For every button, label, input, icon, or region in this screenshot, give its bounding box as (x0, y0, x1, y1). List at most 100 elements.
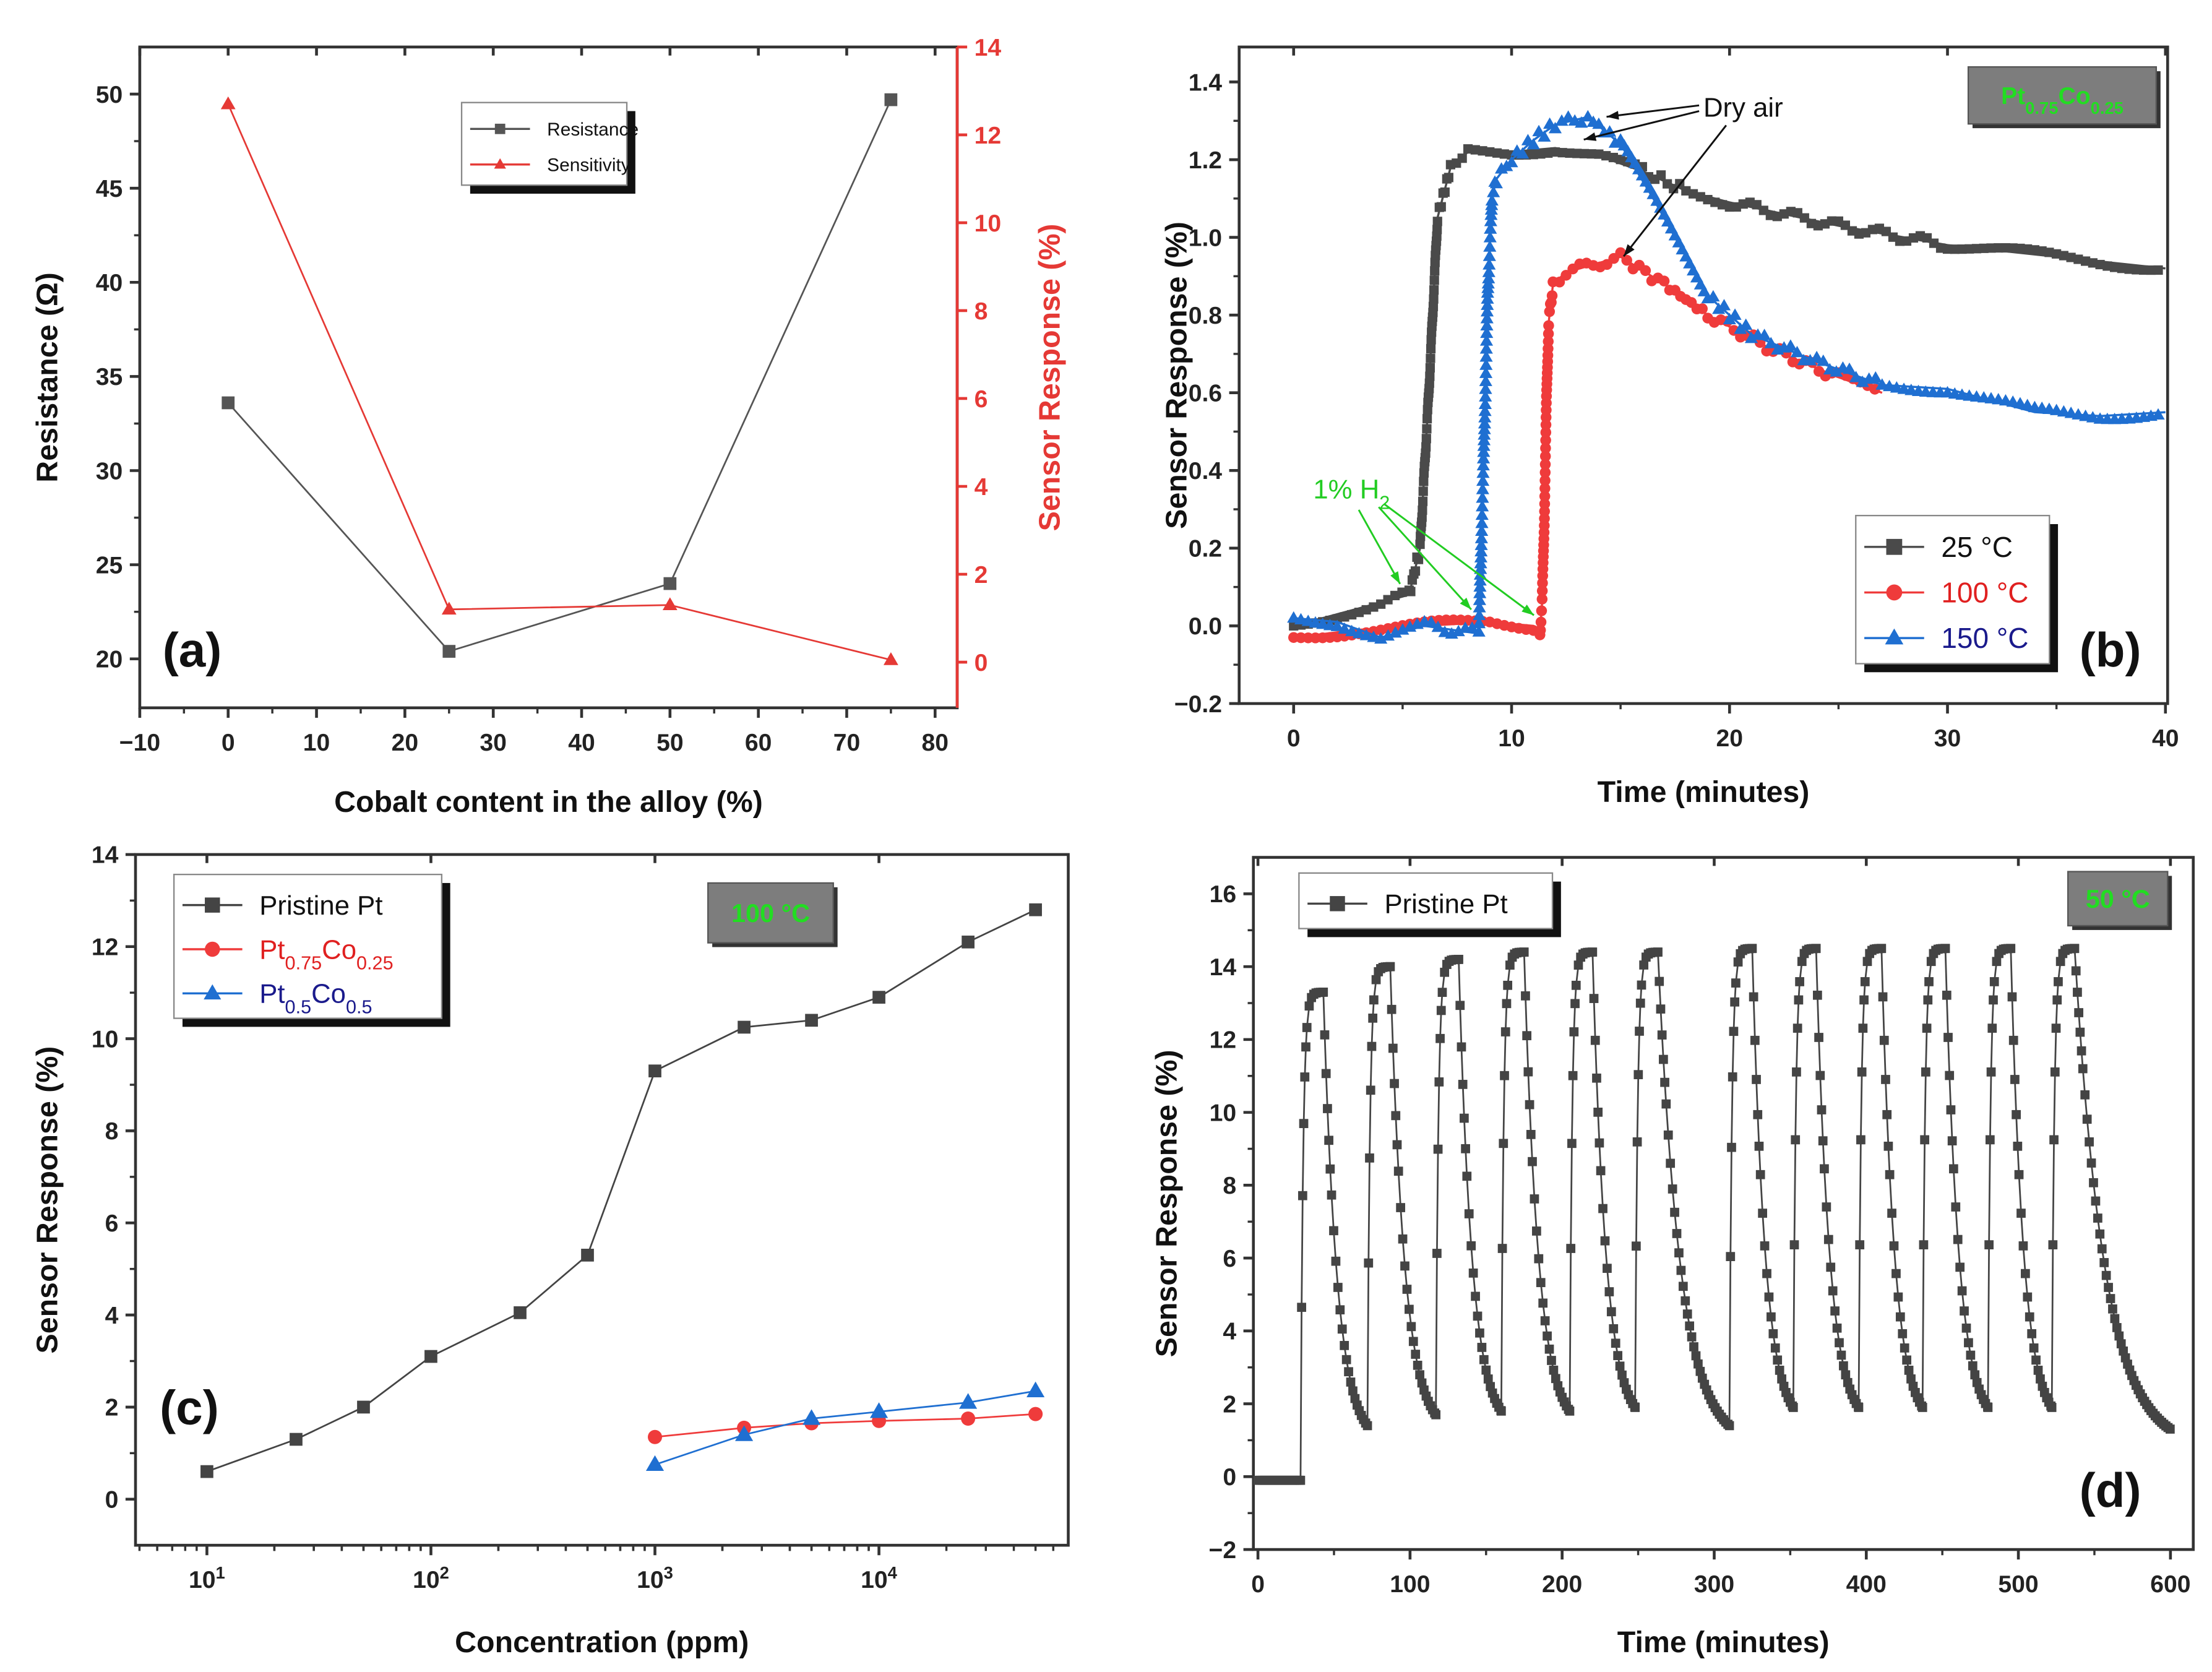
y2-tick-label: 2 (975, 562, 988, 588)
data-point (1581, 110, 1594, 122)
data-point (1455, 1001, 1465, 1011)
data-point (1532, 124, 1546, 137)
data-point (1726, 1252, 1736, 1261)
data-point (1476, 459, 1490, 471)
text-span: Pt (259, 979, 285, 1009)
data-point (1424, 616, 1438, 627)
arrow-h2-100C (1384, 503, 1535, 616)
data-point (1340, 612, 1349, 622)
data-point (442, 645, 456, 658)
data-point (1606, 1307, 1616, 1317)
data-point (1396, 1203, 1406, 1212)
data-point (1923, 995, 1933, 1005)
data-point (2029, 1343, 2039, 1353)
data-point (1750, 1035, 1760, 1045)
data-point (1992, 957, 2002, 967)
badge-box (1967, 66, 2158, 125)
data-point (1752, 1075, 1761, 1084)
x-axis-title: Time (minutes) (1598, 775, 1810, 809)
data-point (1534, 624, 1546, 636)
data-point (805, 1014, 818, 1027)
data-point (2012, 1110, 2021, 1119)
data-point (1592, 1073, 1601, 1083)
data-point (1431, 620, 1445, 632)
y2-tick-label: 8 (975, 298, 988, 325)
data-point (1540, 434, 1551, 446)
data-point (1392, 1140, 1402, 1150)
data-point (1413, 1360, 1422, 1370)
data-point (1344, 1367, 1353, 1377)
legend-label: Resistance (547, 119, 639, 140)
data-point (1481, 1365, 1491, 1375)
data-point (1830, 365, 1843, 377)
annotation-dry-air: Dry air (1703, 93, 1783, 123)
data-point (1854, 1403, 1864, 1412)
data-point (2095, 259, 2105, 270)
data-point (2021, 399, 2034, 410)
data-point (1338, 622, 1351, 634)
y-tick-label: 20 (96, 647, 123, 673)
data-point (1502, 999, 1512, 1009)
data-point (1457, 1042, 1466, 1052)
legend-marker (204, 984, 222, 1000)
data-point (1472, 616, 1486, 629)
data-point (581, 1248, 594, 1262)
legend-label: Sensitivity (547, 155, 630, 175)
data-point (1672, 1229, 1682, 1238)
data-point (1960, 1306, 1969, 1316)
data-point (1362, 1421, 1372, 1431)
data-point (2109, 262, 2120, 272)
data-point (1325, 1164, 1335, 1174)
data-point (2020, 1269, 2030, 1278)
data-point (2086, 1158, 2096, 1168)
data-point (1835, 1338, 1844, 1348)
data-point (1473, 587, 1487, 598)
data-point (1337, 1324, 1347, 1334)
data-point (2013, 1141, 2023, 1151)
data-point (1472, 625, 1486, 637)
data-point (1670, 1207, 1679, 1217)
series-resistance (222, 93, 898, 658)
y2-tick-label: 4 (975, 474, 988, 501)
data-point (869, 1402, 889, 1418)
x-tick-label: 80 (922, 730, 949, 756)
data-point (1739, 318, 1753, 330)
data-point (1440, 187, 1450, 197)
arrow-h2-150C-head (1460, 597, 1471, 610)
data-point (735, 1425, 754, 1441)
data-point (1477, 439, 1491, 451)
data-point (1775, 1366, 1784, 1375)
data-point (2018, 1241, 2028, 1251)
legend-entry: 150 °C (1864, 622, 2029, 654)
data-point (1617, 1370, 1627, 1380)
data-point (1994, 243, 2003, 253)
data-point (1724, 1421, 1734, 1431)
x-tick-label: 100 (1390, 1571, 1430, 1598)
data-point (1436, 1006, 1446, 1015)
data-point (1302, 1023, 1312, 1032)
data-point (1444, 173, 1453, 183)
data-point (1573, 960, 1583, 970)
data-point (1668, 1184, 1677, 1194)
data-point (1616, 155, 1625, 165)
data-point (1777, 1374, 1786, 1384)
data-point (961, 1411, 976, 1426)
data-point (1792, 1023, 1802, 1033)
y-tick-label: 10 (1210, 1100, 1237, 1126)
y-axis-title: Resistance (Ω) (30, 272, 64, 483)
data-point (1733, 957, 1743, 967)
data-point (2078, 1064, 2088, 1074)
legend-label: Pristine Pt (1384, 889, 1507, 920)
data-point (1555, 114, 1569, 126)
data-point (1029, 903, 1042, 916)
arrow-dry-air-100C-head (1624, 244, 1635, 257)
data-point (1458, 1080, 1468, 1089)
data-point (1479, 334, 1494, 346)
series-line (227, 99, 892, 653)
data-point (1391, 1111, 1401, 1121)
data-point (1366, 1085, 1375, 1095)
data-point (1418, 505, 1427, 515)
data-point (1478, 146, 1487, 156)
data-point (1473, 580, 1487, 592)
badge-box (707, 882, 834, 944)
